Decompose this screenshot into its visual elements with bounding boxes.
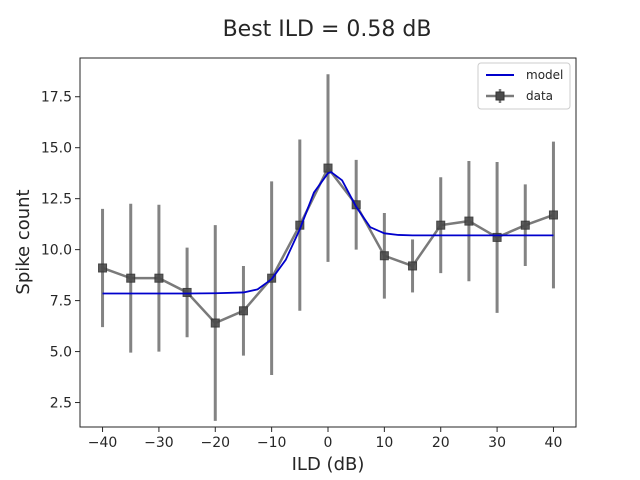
- data-point: [126, 273, 136, 283]
- data-point: [436, 220, 446, 230]
- y-tick-label: 7.5: [50, 294, 72, 310]
- x-tick-label: 40: [545, 435, 563, 451]
- data-point: [210, 318, 220, 328]
- data-point: [379, 251, 389, 261]
- plot-marks: [98, 74, 558, 421]
- x-tick-label: 0: [324, 435, 333, 451]
- y-axis: 2.5 5.0 7.5 10.0 12.5 15.0 17.5: [41, 90, 80, 412]
- data-point: [520, 220, 530, 230]
- data-point: [492, 232, 502, 242]
- x-tick-label: −10: [257, 435, 287, 451]
- chart-title: Best ILD = 0.58 dB: [223, 17, 432, 42]
- data-point: [408, 261, 418, 271]
- x-tick-label: −30: [144, 435, 174, 451]
- legend: model data: [477, 62, 571, 110]
- x-tick-label: 20: [432, 435, 450, 451]
- x-tick-label: −20: [200, 435, 230, 451]
- x-axis-label: ILD (dB): [292, 454, 365, 475]
- data-point: [464, 216, 474, 226]
- y-tick-label: 2.5: [50, 396, 72, 412]
- legend-data-marker: [495, 91, 505, 101]
- y-tick-label: 10.0: [41, 243, 72, 259]
- x-tick-label: 10: [375, 435, 393, 451]
- model-line: [102, 171, 554, 295]
- y-tick-label: 12.5: [41, 192, 72, 208]
- x-axis: −40 −30 −20 −10 0 10 20 30 40: [88, 427, 563, 451]
- y-tick-label: 15.0: [41, 141, 72, 157]
- data-point: [182, 287, 192, 297]
- data-point: [351, 200, 361, 210]
- y-axis-label: Spike count: [13, 189, 34, 294]
- data-point: [238, 306, 248, 316]
- x-tick-label: −40: [88, 435, 118, 451]
- legend-model-label: model: [526, 68, 563, 82]
- y-tick-label: 17.5: [41, 90, 72, 106]
- x-tick-label: 30: [488, 435, 506, 451]
- data-point: [548, 210, 558, 220]
- data-point: [323, 163, 333, 173]
- legend-data-label: data: [526, 89, 553, 103]
- data-point: [98, 263, 108, 273]
- y-tick-label: 5.0: [50, 345, 72, 361]
- data-point: [154, 273, 164, 283]
